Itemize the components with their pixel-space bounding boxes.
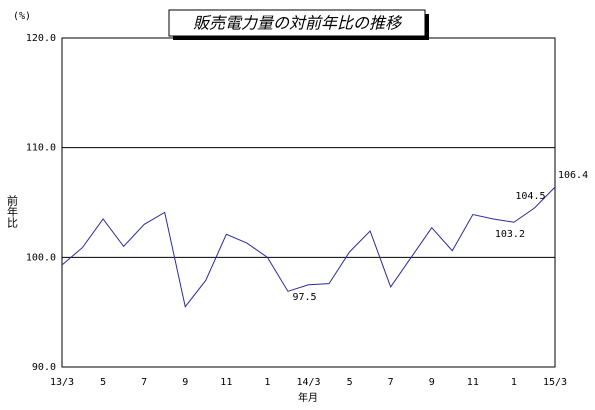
- y-tick-label: 110.0: [26, 143, 56, 154]
- x-tick-label: 7: [141, 377, 147, 388]
- data-label: 106.4: [558, 170, 588, 181]
- data-label: 97.5: [292, 292, 316, 303]
- x-tick-label: 14/3: [296, 377, 320, 388]
- data-label: 104.5: [515, 191, 545, 202]
- y-unit: (%): [13, 11, 31, 22]
- plot-frame: [61, 37, 556, 368]
- x-tick-label: 11: [220, 377, 232, 388]
- y-tick-label: 100.0: [26, 252, 56, 263]
- x-tick-label: 9: [429, 377, 435, 388]
- x-tick-label: 1: [511, 377, 517, 388]
- x-tick-label: 9: [182, 377, 188, 388]
- x-tick-label: 11: [467, 377, 479, 388]
- data-label: 103.2: [495, 229, 525, 240]
- x-tick-label: 1: [264, 377, 270, 388]
- y-tick-label: 90.0: [32, 362, 56, 373]
- x-axis-label: 年月: [298, 391, 318, 404]
- x-tick-label: 7: [388, 377, 394, 388]
- x-tick-label: 5: [347, 377, 353, 388]
- x-tick-label: 5: [100, 377, 106, 388]
- title-box: [168, 9, 426, 37]
- y-tick-label: 120.0: [26, 33, 56, 44]
- x-tick-label: 15/3: [543, 377, 567, 388]
- y-axis-label: 前年比: [6, 194, 19, 228]
- chart-title: 販売電力量の対前年比の推移: [193, 14, 403, 33]
- x-tick-label: 13/3: [50, 377, 74, 388]
- data-line: [61, 186, 556, 308]
